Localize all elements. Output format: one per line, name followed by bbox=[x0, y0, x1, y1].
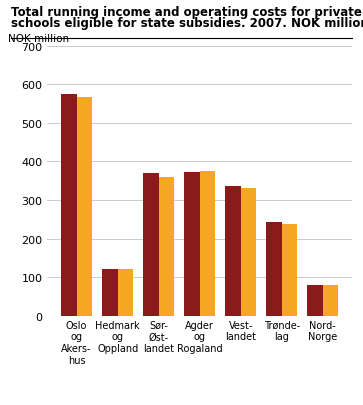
Bar bbox=[225, 186, 241, 316]
Text: schools eligible for state subsidies. 2007. NOK million: schools eligible for state subsidies. 20… bbox=[11, 17, 363, 30]
Bar bbox=[77, 97, 92, 316]
Bar bbox=[118, 270, 133, 316]
Bar bbox=[241, 189, 256, 316]
Text: NOK million: NOK million bbox=[8, 34, 69, 44]
Bar bbox=[61, 95, 77, 316]
Bar bbox=[282, 225, 297, 316]
Bar bbox=[159, 177, 174, 316]
Bar bbox=[200, 172, 215, 316]
Bar bbox=[266, 223, 282, 316]
Text: Total running income and operating costs for private: Total running income and operating costs… bbox=[11, 6, 362, 19]
Bar bbox=[184, 173, 200, 316]
Bar bbox=[102, 269, 118, 316]
Bar bbox=[307, 285, 323, 316]
Bar bbox=[323, 286, 338, 316]
Bar bbox=[143, 173, 159, 316]
